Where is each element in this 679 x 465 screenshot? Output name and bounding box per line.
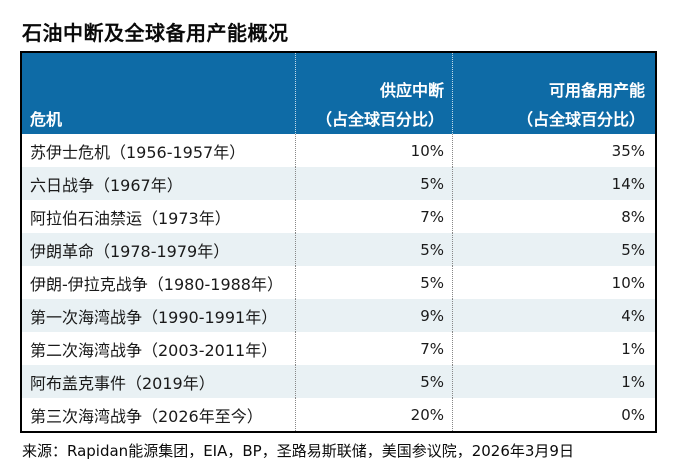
table-row: 第三次海湾战争（2026年至今） 20% 0% — [22, 398, 655, 431]
capacity-cell: 0% — [452, 398, 655, 431]
crisis-cell: 阿布盖克事件（2019年） — [30, 373, 215, 393]
table-row: 伊朗-伊拉克战争（1980-1988年） 5% 10% — [22, 266, 655, 299]
crisis-cell: 苏伊士危机（1956-1957年） — [30, 142, 246, 162]
table-row: 阿拉伯石油禁运（1973年） 7% 8% — [22, 200, 655, 233]
header-disruption-sublabel: （占全球百分比） — [315, 110, 444, 129]
capacity-cell: 4% — [452, 299, 655, 332]
capacity-cell: 1% — [452, 332, 655, 365]
oil-disruption-table: 危机 供应中断 （占全球百分比） 可用备用产能 （占全球百分比） 苏伊士危机（1… — [20, 51, 657, 433]
table-row: 伊朗革命（1978-1979年） 5% 5% — [22, 233, 655, 266]
disruption-cell: 5% — [295, 233, 452, 266]
disruption-cell: 9% — [295, 299, 452, 332]
header-cell-crisis: 危机 — [22, 53, 295, 134]
table-row: 苏伊士危机（1956-1957年） 10% 35% — [22, 134, 655, 167]
crisis-cell: 伊朗-伊拉克战争（1980-1988年） — [30, 274, 283, 294]
capacity-cell: 14% — [452, 167, 655, 200]
crisis-cell: 阿拉伯石油禁运（1973年） — [30, 208, 231, 228]
capacity-cell: 8% — [452, 200, 655, 233]
header-disruption-label: 供应中断 — [379, 81, 444, 100]
table-row: 第二次海湾战争（2003-2011年） 7% 1% — [22, 332, 655, 365]
disruption-cell: 5% — [295, 365, 452, 398]
table-row: 第一次海湾战争（1990-1991年） 9% 4% — [22, 299, 655, 332]
header-cell-disruption: 供应中断 （占全球百分比） — [295, 53, 452, 134]
capacity-cell: 35% — [452, 134, 655, 167]
capacity-cell: 5% — [452, 233, 655, 266]
header-capacity-sublabel: （占全球百分比） — [516, 110, 645, 129]
table-header-row: 危机 供应中断 （占全球百分比） 可用备用产能 （占全球百分比） — [22, 53, 655, 134]
disruption-cell: 5% — [295, 167, 452, 200]
crisis-cell: 第二次海湾战争（2003-2011年） — [30, 340, 278, 360]
capacity-cell: 1% — [452, 365, 655, 398]
crisis-cell: 六日战争（1967年） — [30, 175, 183, 195]
header-crisis-label: 危机 — [30, 110, 63, 129]
disruption-cell: 5% — [295, 266, 452, 299]
disruption-cell: 10% — [295, 134, 452, 167]
header-cell-capacity: 可用备用产能 （占全球百分比） — [452, 53, 655, 134]
header-capacity-label: 可用备用产能 — [548, 81, 645, 100]
disruption-cell: 7% — [295, 332, 452, 365]
page-title: 石油中断及全球备用产能概况 — [22, 21, 289, 45]
crisis-cell: 第三次海湾战争（2026年至今） — [30, 406, 263, 426]
crisis-cell: 伊朗革命（1978-1979年） — [30, 241, 230, 261]
table-row: 六日战争（1967年） 5% 14% — [22, 167, 655, 200]
table-row: 阿布盖克事件（2019年） 5% 1% — [22, 365, 655, 398]
disruption-cell: 7% — [295, 200, 452, 233]
table-body: 苏伊士危机（1956-1957年） 10% 35% 六日战争（1967年） 5%… — [22, 134, 655, 431]
crisis-cell: 第一次海湾战争（1990-1991年） — [30, 307, 278, 327]
capacity-cell: 10% — [452, 266, 655, 299]
disruption-cell: 20% — [295, 398, 452, 431]
source-note: 来源：Rapidan能源集团，EIA，BP，圣路易斯联储，美国参议院，2026年… — [22, 442, 574, 460]
